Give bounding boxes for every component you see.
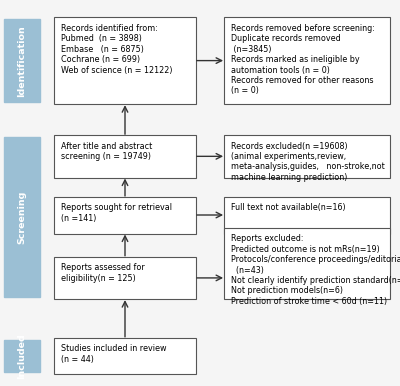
- FancyBboxPatch shape: [54, 338, 196, 374]
- Text: Records identified from:
Pubmed  (n = 3898)
Embase   (n = 6875)
Cochrane (n = 69: Records identified from: Pubmed (n = 389…: [61, 24, 172, 74]
- Text: Reports excluded:
Predicted outcome is not mRs(n=19)
Protocols/conference procee: Reports excluded: Predicted outcome is n…: [231, 234, 400, 306]
- FancyBboxPatch shape: [224, 17, 390, 104]
- FancyBboxPatch shape: [224, 228, 390, 299]
- FancyBboxPatch shape: [54, 197, 196, 234]
- Text: Identification: Identification: [18, 25, 26, 96]
- FancyBboxPatch shape: [4, 340, 40, 372]
- Text: Records removed before screening:
Duplicate records removed
 (n=3845)
Records ma: Records removed before screening: Duplic…: [231, 24, 375, 95]
- Text: Records excluded(n =19608)
(animal experiments,review,
meta-analysis,guides,   n: Records excluded(n =19608) (animal exper…: [231, 142, 384, 182]
- FancyBboxPatch shape: [54, 17, 196, 104]
- Text: Reports sought for retrieval
(n =141): Reports sought for retrieval (n =141): [61, 203, 172, 223]
- Text: Studies included in review
(n = 44): Studies included in review (n = 44): [61, 344, 166, 364]
- Text: After title and abstract
screening (n = 19749): After title and abstract screening (n = …: [61, 142, 152, 161]
- Text: Screening: Screening: [18, 190, 26, 244]
- FancyBboxPatch shape: [224, 197, 390, 234]
- FancyBboxPatch shape: [4, 137, 40, 297]
- Text: Included: Included: [18, 333, 26, 379]
- FancyBboxPatch shape: [54, 257, 196, 299]
- FancyBboxPatch shape: [224, 135, 390, 178]
- Text: Full text not available(n=16): Full text not available(n=16): [231, 203, 346, 212]
- FancyBboxPatch shape: [54, 135, 196, 178]
- Text: Reports assessed for
eligibility(n = 125): Reports assessed for eligibility(n = 125…: [61, 263, 144, 283]
- FancyBboxPatch shape: [4, 19, 40, 102]
